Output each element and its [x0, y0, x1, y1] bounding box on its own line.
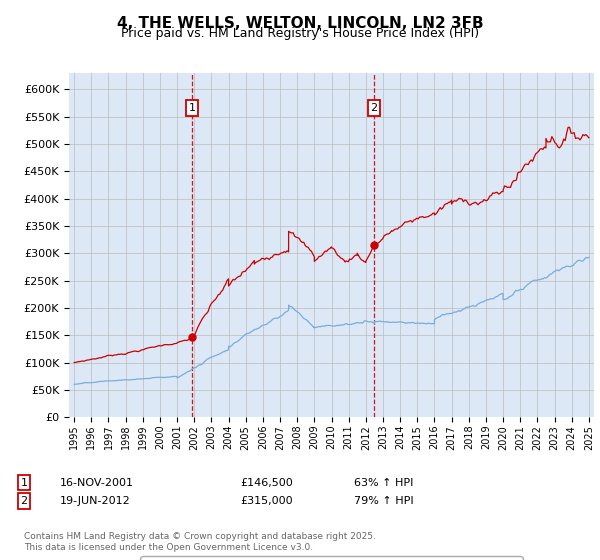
Text: 1: 1 [188, 103, 196, 113]
Text: 1: 1 [20, 478, 28, 488]
Text: £315,000: £315,000 [240, 496, 293, 506]
Text: £146,500: £146,500 [240, 478, 293, 488]
Text: 2: 2 [370, 103, 377, 113]
Text: 4, THE WELLS, WELTON, LINCOLN, LN2 3FB: 4, THE WELLS, WELTON, LINCOLN, LN2 3FB [116, 16, 484, 31]
Text: 63% ↑ HPI: 63% ↑ HPI [354, 478, 413, 488]
Legend: 4, THE WELLS, WELTON, LINCOLN, LN2 3FB (detached house), HPI: Average price, det: 4, THE WELLS, WELTON, LINCOLN, LN2 3FB (… [140, 556, 523, 560]
Text: Contains HM Land Registry data © Crown copyright and database right 2025.
This d: Contains HM Land Registry data © Crown c… [24, 532, 376, 552]
Text: Price paid vs. HM Land Registry's House Price Index (HPI): Price paid vs. HM Land Registry's House … [121, 27, 479, 40]
Text: 2: 2 [20, 496, 28, 506]
Text: 19-JUN-2012: 19-JUN-2012 [60, 496, 131, 506]
Text: 16-NOV-2001: 16-NOV-2001 [60, 478, 134, 488]
Text: 79% ↑ HPI: 79% ↑ HPI [354, 496, 413, 506]
